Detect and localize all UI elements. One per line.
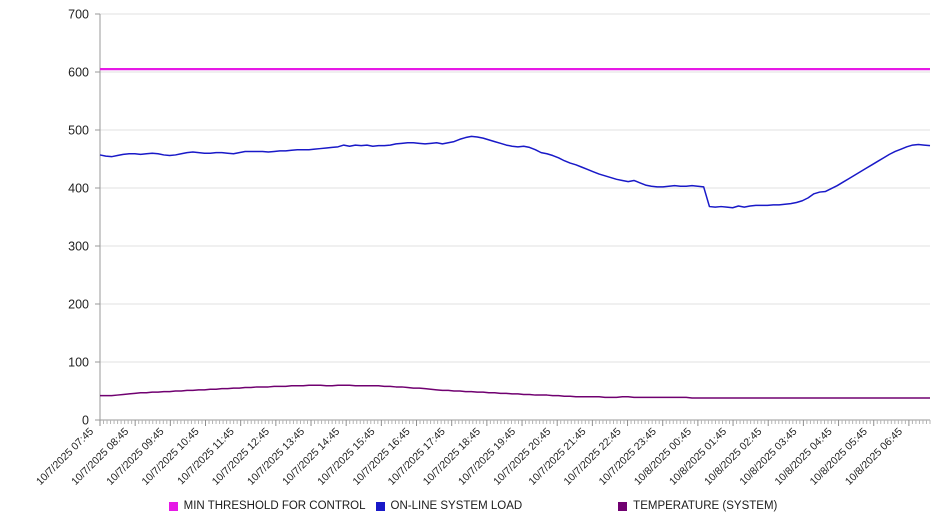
y-tick-label: 400: [68, 182, 89, 196]
y-tick-label: 100: [68, 356, 89, 370]
legend-swatch-icon: [375, 501, 385, 511]
legend-swatch-icon: [168, 501, 178, 511]
chart-legend: MIN THRESHOLD FOR CONTROL ON-LINE SYSTEM…: [0, 496, 946, 516]
gridlines: [100, 13, 930, 363]
series-line-temperature-system: [100, 384, 930, 399]
legend-label: ON-LINE SYSTEM LOAD: [390, 500, 523, 512]
y-axis-tick-labels: 0 100 200 300 400 500 600 700: [68, 8, 89, 428]
legend-swatch-icon: [618, 501, 628, 511]
series-line-on-line-system-load: [99, 135, 931, 209]
legend-item-temperature-system[interactable]: TEMPERATURE (SYSTEM): [618, 500, 777, 512]
legend-label: TEMPERATURE (SYSTEM): [633, 500, 778, 512]
x-axis-ticks: [99, 420, 931, 426]
y-tick-label: 600: [68, 66, 89, 80]
y-tick-label: 500: [68, 124, 89, 138]
axes: [95, 13, 930, 421]
legend-item-min-threshold-for-control[interactable]: MIN THRESHOLD FOR CONTROL: [168, 500, 366, 512]
y-tick-label: 200: [68, 298, 89, 312]
legend-label: MIN THRESHOLD FOR CONTROL: [183, 500, 366, 512]
y-tick-label: 700: [68, 8, 89, 22]
y-tick-label: 0: [82, 414, 89, 428]
y-tick-label: 300: [68, 240, 89, 254]
data-series-lines: [99, 67, 931, 399]
legend-item-on-line-system-load[interactable]: ON-LINE SYSTEM LOAD: [375, 500, 523, 512]
